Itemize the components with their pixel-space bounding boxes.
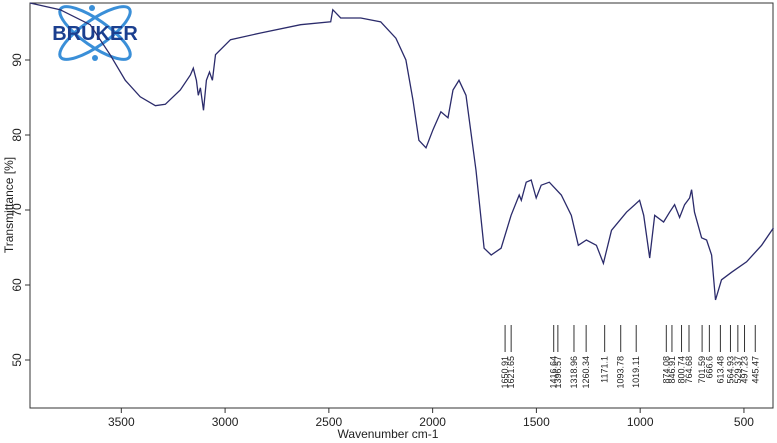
logo-text: BRUKER: [52, 23, 138, 45]
x-tick-label: 2000: [419, 415, 446, 429]
peak-label: 874.08: [661, 356, 671, 384]
peak-label: 1621.65: [506, 356, 516, 389]
spectrum-line: [29, 2, 774, 301]
x-tick-label: 2500: [316, 415, 343, 429]
peak-label: 445.47: [750, 356, 760, 384]
peak-label: 1171.1: [600, 356, 610, 383]
x-tick-label: 3500: [108, 415, 135, 429]
peak-label: 1416.64: [549, 356, 559, 389]
peak-label: 1650.91: [500, 356, 510, 389]
y-tick-label: 50: [10, 353, 24, 367]
y-tick-label: 60: [10, 278, 24, 292]
plot-frame: [29, 2, 774, 409]
y-tick-label: 80: [10, 128, 24, 142]
peak-label: 1093.78: [616, 356, 626, 389]
x-tick-label: 1500: [523, 415, 550, 429]
peak-label: 1260.34: [581, 356, 591, 389]
x-tick-label: 500: [734, 415, 754, 429]
y-axis-label: Transmittance [%]: [2, 157, 16, 253]
peak-label: 1019.11: [631, 356, 641, 388]
peak-label: 701.59: [697, 356, 707, 384]
logo: BRUKER: [52, 5, 138, 61]
x-axis-label: Wavenumber cm-1: [338, 427, 439, 441]
peak-label: 666.6: [704, 356, 714, 379]
peak-label: 800.74: [677, 356, 687, 384]
peak-label: 764.68: [684, 356, 694, 384]
peak-label: 613.48: [715, 356, 725, 384]
y-tick-label: 90: [10, 53, 24, 67]
peak-label: 1318.96: [569, 356, 579, 389]
peak-label: 497.23: [740, 356, 750, 384]
peak-label: 529.37: [733, 356, 743, 384]
peak-label: 564.93: [725, 356, 735, 384]
x-tick-label: 1000: [627, 415, 654, 429]
y-tick-label: 70: [10, 203, 24, 217]
peak-label: 1396.57: [553, 356, 563, 389]
peak-label: 846.91: [667, 356, 677, 384]
x-tick-label: 3000: [212, 415, 239, 429]
